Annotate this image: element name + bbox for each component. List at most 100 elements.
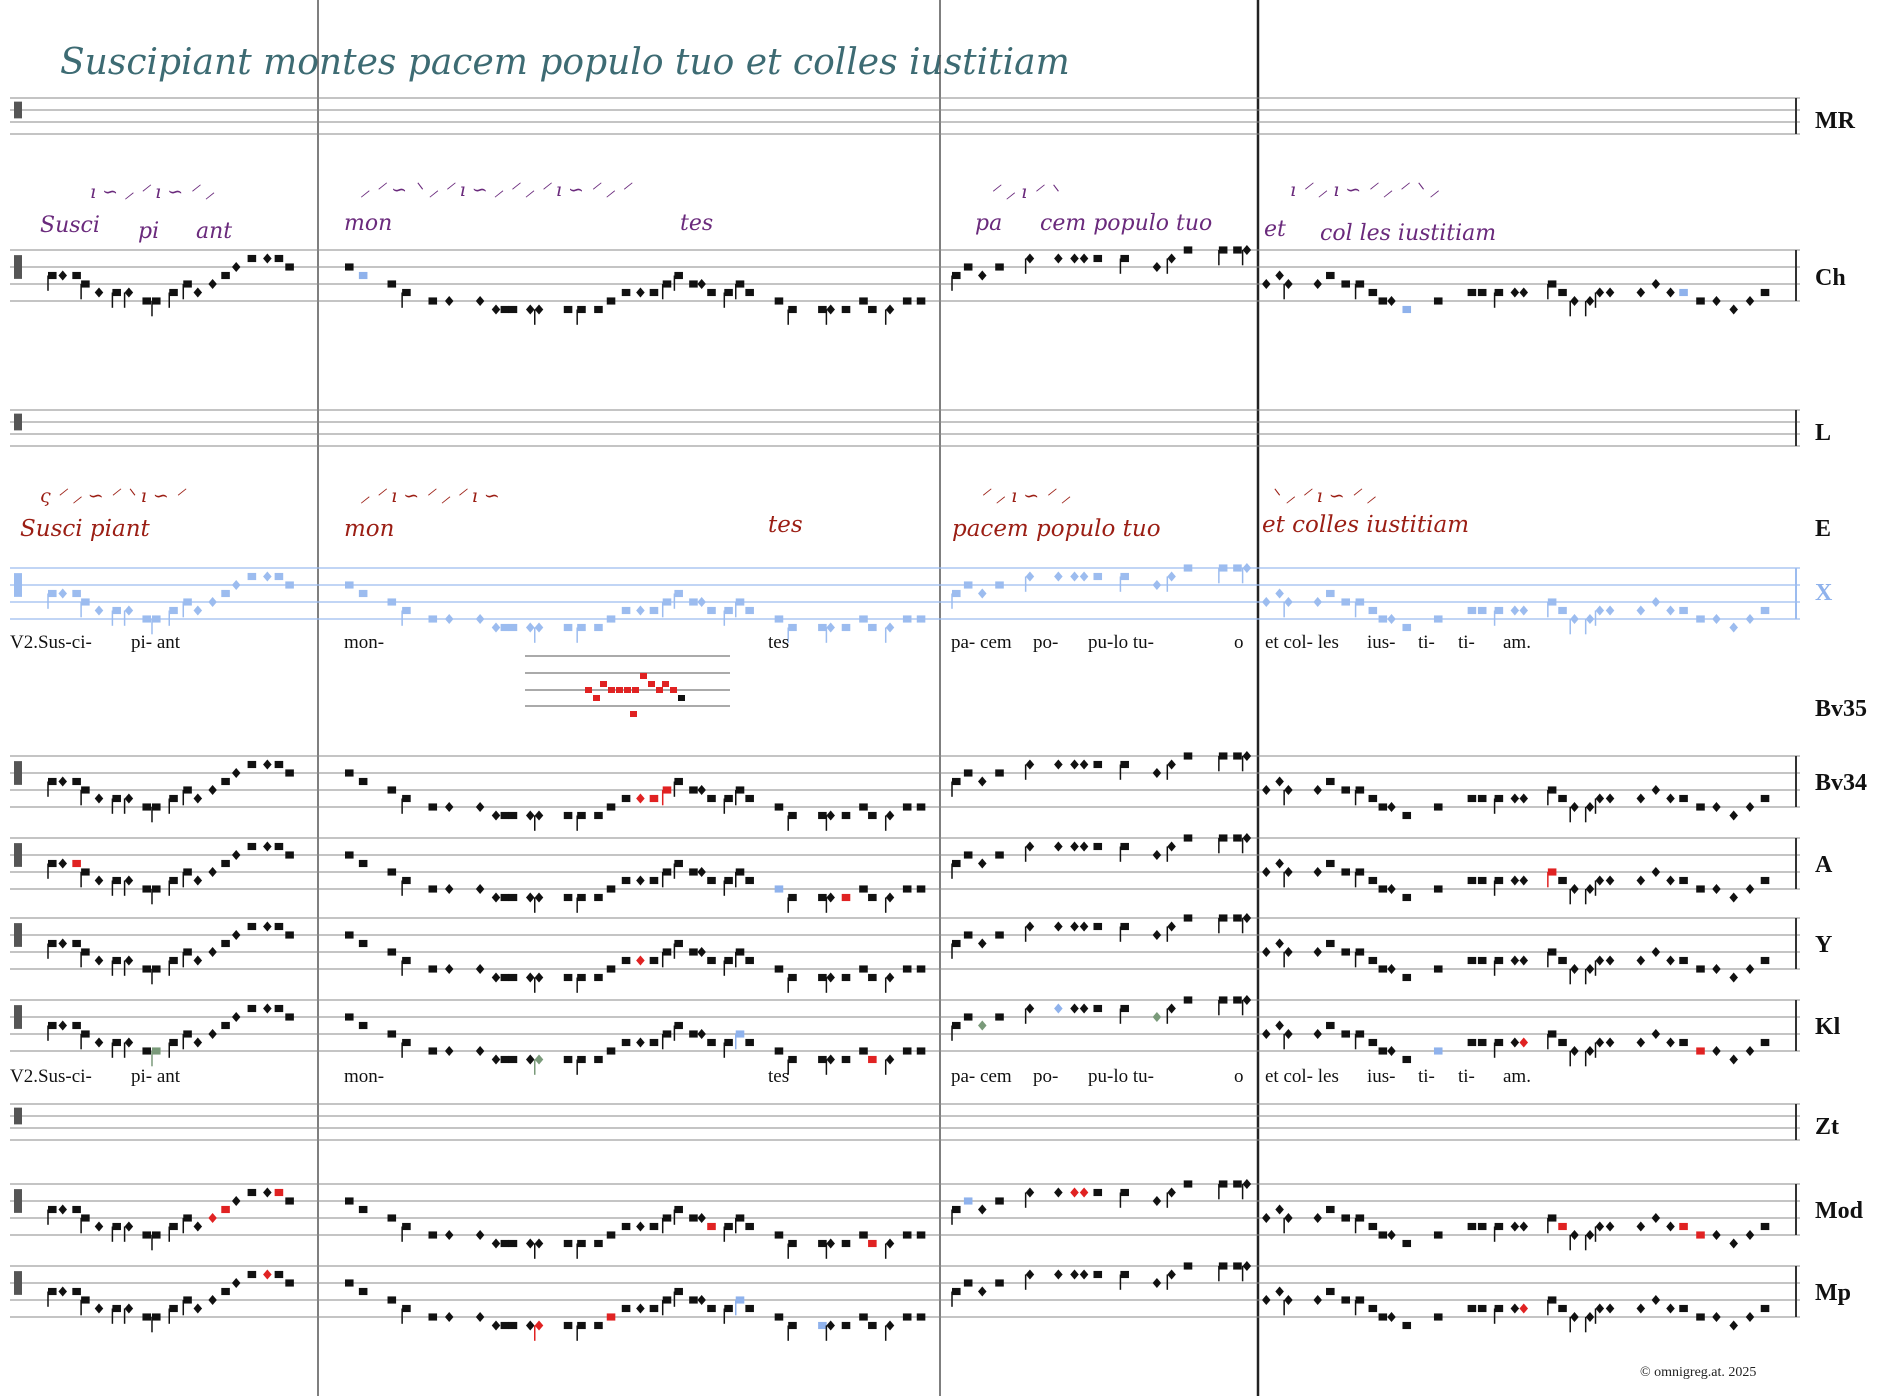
note xyxy=(231,768,241,778)
note xyxy=(1605,605,1615,616)
note xyxy=(525,892,535,903)
lyric-9: et col- les xyxy=(1265,1066,1339,1087)
inset-note xyxy=(585,687,592,693)
note xyxy=(563,1321,573,1330)
notes-x xyxy=(47,563,1770,643)
note xyxy=(247,1188,257,1197)
note xyxy=(428,965,438,973)
note xyxy=(735,786,745,794)
note xyxy=(1760,876,1770,885)
note xyxy=(274,572,284,581)
note xyxy=(594,893,603,902)
inset-note xyxy=(630,711,637,717)
note xyxy=(169,1222,178,1231)
note xyxy=(1494,956,1504,965)
note xyxy=(1636,955,1646,966)
note xyxy=(1519,1221,1529,1232)
note xyxy=(500,893,510,902)
note xyxy=(1378,1047,1388,1055)
inset-note xyxy=(616,687,623,693)
note xyxy=(1558,956,1567,965)
note xyxy=(1368,794,1378,803)
note xyxy=(826,972,835,983)
note xyxy=(1054,841,1063,852)
note xyxy=(902,615,912,623)
lyric-10: ius- xyxy=(1367,1066,1396,1087)
note xyxy=(735,598,745,606)
note xyxy=(1570,614,1579,624)
note xyxy=(859,965,868,973)
note xyxy=(169,1304,178,1313)
note xyxy=(902,1231,912,1239)
note xyxy=(1070,1187,1079,1198)
note xyxy=(916,1313,926,1321)
note xyxy=(247,842,257,851)
note xyxy=(859,1231,868,1239)
note xyxy=(94,793,104,804)
note xyxy=(1242,913,1252,923)
note xyxy=(606,1047,616,1055)
note xyxy=(387,280,397,288)
note xyxy=(745,956,754,965)
note xyxy=(1651,1295,1661,1305)
note xyxy=(1120,760,1129,769)
note xyxy=(112,1304,121,1313)
note xyxy=(1636,793,1646,804)
section-dividers xyxy=(317,0,1260,1396)
note xyxy=(1510,875,1520,886)
note xyxy=(183,948,192,956)
note xyxy=(1547,1214,1557,1222)
note xyxy=(358,589,368,598)
inset-note xyxy=(593,695,600,701)
note xyxy=(1477,1038,1487,1047)
note xyxy=(402,1304,411,1313)
note xyxy=(263,1269,272,1280)
note xyxy=(72,1021,81,1030)
note xyxy=(263,759,272,770)
note xyxy=(1547,786,1557,794)
note xyxy=(868,623,877,632)
note xyxy=(1477,794,1487,803)
note xyxy=(1570,1230,1579,1240)
note xyxy=(263,1187,272,1198)
note xyxy=(841,305,851,314)
note xyxy=(58,776,68,787)
c-clef-icon xyxy=(14,413,22,431)
note xyxy=(124,1303,134,1314)
note xyxy=(231,930,241,940)
stave-mr: MR xyxy=(10,97,1856,135)
note xyxy=(428,1047,438,1055)
note xyxy=(193,1303,203,1314)
note xyxy=(1233,564,1242,572)
stave-label-bv35: Bv35 xyxy=(1815,696,1867,722)
note xyxy=(345,931,354,939)
note xyxy=(500,973,510,982)
note xyxy=(1378,297,1388,305)
note xyxy=(885,1054,895,1065)
note xyxy=(563,973,573,982)
note xyxy=(1368,1038,1378,1047)
note xyxy=(1275,938,1284,949)
note xyxy=(112,606,121,615)
note xyxy=(963,851,973,859)
note xyxy=(1167,759,1176,770)
note xyxy=(263,921,272,932)
note xyxy=(183,598,192,606)
c-clef-icon xyxy=(14,923,22,947)
note xyxy=(402,288,411,297)
note xyxy=(606,297,616,305)
note xyxy=(1636,1303,1646,1314)
note xyxy=(594,811,603,820)
notes-mod xyxy=(47,1179,1770,1259)
note xyxy=(402,1038,411,1047)
note xyxy=(221,1021,230,1030)
note xyxy=(525,810,535,821)
note xyxy=(735,868,745,876)
note xyxy=(72,271,81,280)
note xyxy=(221,1205,230,1214)
note xyxy=(594,305,603,314)
note xyxy=(1666,1303,1675,1314)
note xyxy=(662,868,672,876)
note xyxy=(142,965,152,973)
note xyxy=(674,589,683,598)
